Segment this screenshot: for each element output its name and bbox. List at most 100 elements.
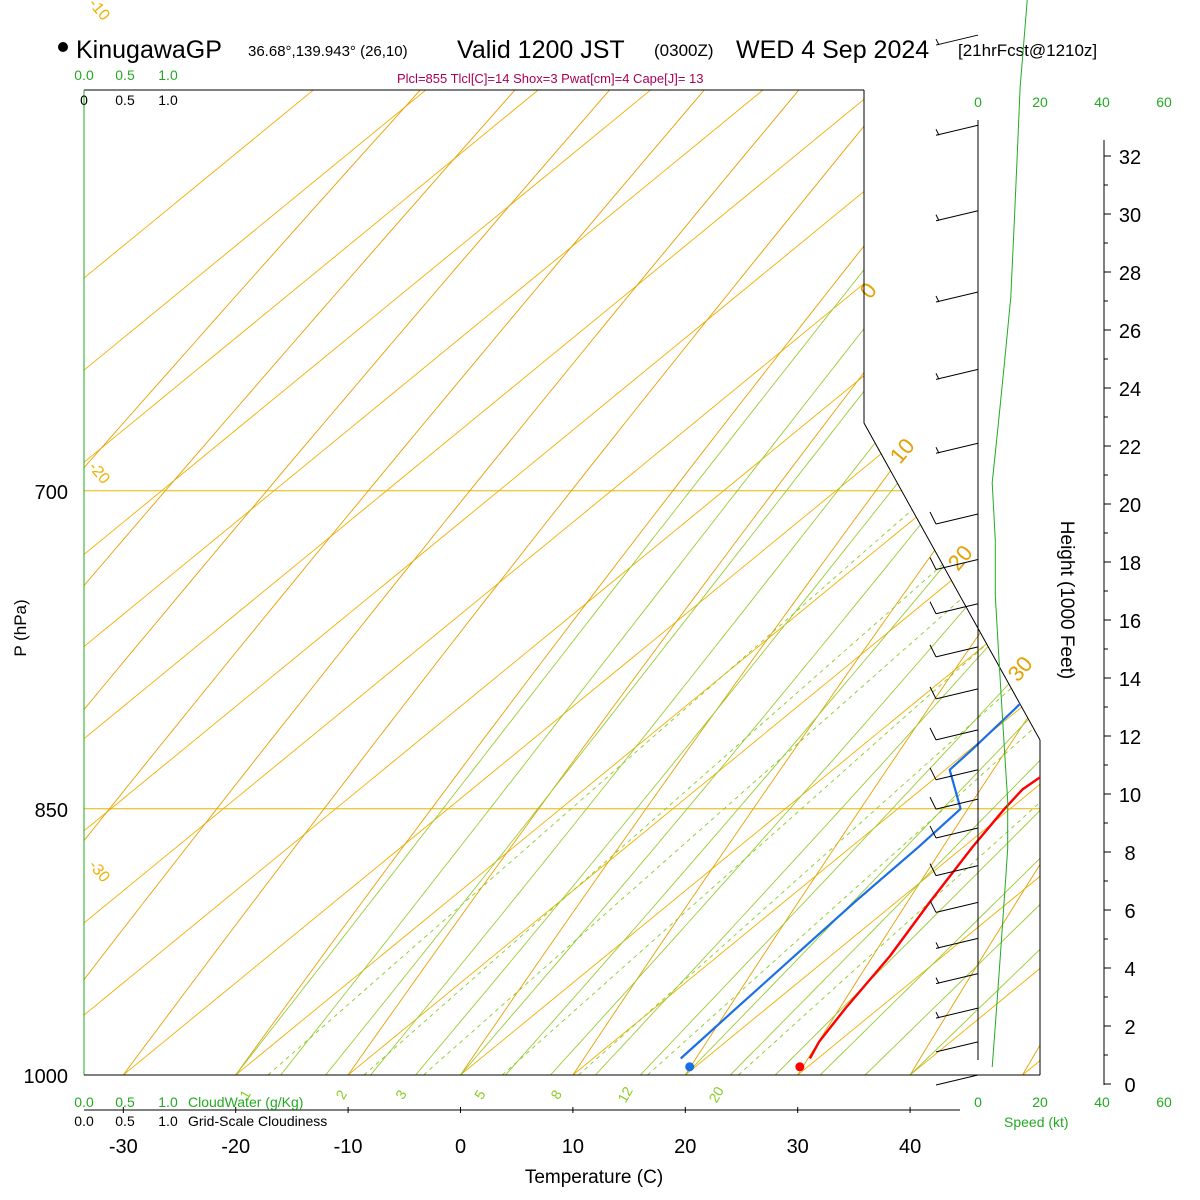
barb-shaft: [935, 646, 979, 658]
moist-adiabat-line: [460, 90, 1040, 1075]
wind-barb: [935, 368, 979, 380]
wind-barb: [935, 124, 979, 136]
wind-barb: [929, 825, 979, 839]
isotherm-line: [84, 90, 1040, 1075]
barb-half-flag: [935, 977, 940, 984]
dry-adiabat-line: [861, 90, 1040, 1075]
wind-barb: [929, 511, 979, 525]
isotherm-line: [84, 90, 1040, 1075]
cloudiness-tick-label: 0.0: [74, 1113, 94, 1129]
x-tick-label: 40: [899, 1136, 921, 1158]
mixing-ratio-label: 2: [332, 1087, 350, 1102]
dry-adiabat-line: [519, 90, 1040, 1075]
isotherm-label: -10: [85, 0, 113, 24]
surface-temperature-point: [795, 1062, 805, 1072]
valid-zulu: (0300Z): [654, 41, 714, 60]
dry-adiabat-line: [1090, 0, 1200, 1155]
isotherm-label: -20: [85, 459, 113, 488]
wind-barb: [929, 601, 979, 615]
barb-shaft: [935, 798, 979, 810]
speed-tick-label: 40: [1094, 94, 1110, 110]
barb-shaft: [935, 513, 979, 525]
cloudiness-tick-label: 1.0: [158, 92, 178, 108]
wind-barb: [929, 686, 979, 700]
speed-tick-label: 40: [1094, 1094, 1110, 1110]
moist-adiabat-line: [774, 90, 1040, 1075]
dry-adiabat-line: [84, 90, 1040, 1075]
moist-adiabat-line: [819, 90, 1040, 1075]
height-tick-label: 16: [1119, 611, 1141, 633]
moist-adiabat-line: [639, 90, 1040, 1075]
barb-flag: [929, 601, 937, 615]
station-dot-icon: [58, 42, 68, 52]
isotherm-line: [587, 90, 1040, 1075]
isotherm-line: [84, 90, 1040, 1075]
height-tick-label: 22: [1119, 437, 1141, 459]
barb-flag: [929, 686, 937, 700]
speed-axis-label: Speed (kt): [1004, 1114, 1069, 1130]
dry-adiabat-line: [84, 90, 1040, 1075]
barb-flag: [929, 644, 937, 658]
dry-adiabat-label: 30: [1003, 651, 1038, 686]
wind-barb: [935, 1074, 979, 1086]
cloud-water-tick-label: 1.0: [158, 1094, 178, 1110]
background-clipped: [84, 0, 1200, 1155]
x-tick-label: -30: [109, 1136, 138, 1158]
height-tick-label: 14: [1119, 669, 1141, 691]
height-tick-label: 20: [1119, 495, 1141, 517]
isotherm-line: [84, 90, 1040, 1075]
height-tick-label: 32: [1119, 147, 1141, 169]
barb-shaft: [935, 368, 979, 380]
dry-adiabat-label: 10: [885, 433, 920, 468]
mixing-ratio-line: [502, 90, 1040, 1075]
wind-barb: [935, 937, 979, 949]
dry-adiabat-line: [84, 90, 1040, 1075]
barb-shaft: [935, 603, 979, 615]
dry-adiabat-line: [84, 90, 1040, 1075]
y-axis-label: P (hPa): [11, 599, 30, 656]
barb-shaft: [935, 442, 979, 454]
height-tick-label: 26: [1119, 321, 1141, 343]
isotherm-line: [84, 90, 1040, 1075]
cloud-water-tick-label: 0.0: [74, 67, 94, 83]
moist-adiabat-line: [415, 90, 1040, 1075]
isotherm-line: [250, 90, 1040, 1075]
barb-shaft: [935, 124, 979, 136]
isotherm-line: [137, 90, 1040, 1075]
cloud-water-tick-label: 0.5: [115, 1094, 135, 1110]
barb-half-flag: [935, 129, 940, 136]
x-tick-label: 30: [787, 1136, 809, 1158]
temperature-line: [808, 90, 1040, 1060]
mixing-ratio-line: [647, 90, 1040, 1075]
height-tick-label: 10: [1119, 785, 1141, 807]
isotherm-line: [84, 90, 1040, 1075]
moist-adiabat-line: [235, 90, 1040, 1075]
barb-shaft: [935, 865, 979, 877]
cloud-water-tick-label: 0.5: [115, 67, 135, 83]
moist-adiabat-line: [550, 90, 1040, 1075]
barb-shaft: [935, 688, 979, 700]
station-name: KinugawaGP: [76, 36, 222, 64]
speed-tick-label: 0: [974, 94, 982, 110]
barb-flag: [929, 557, 937, 570]
wind-barb: [929, 557, 979, 570]
speed-tick-label: 20: [1032, 1094, 1048, 1110]
wind-barb: [929, 796, 979, 810]
forecast-run: [21hrFcst@1210z]: [958, 41, 1097, 60]
pressure-tick-label: 700: [35, 482, 68, 504]
height-tick-label: 18: [1119, 553, 1141, 575]
x-tick-label: -20: [221, 1136, 250, 1158]
cloudiness-tick-label: 1.0: [158, 1113, 178, 1129]
sounding-profiles: [679, 90, 1040, 1072]
barb-shaft: [935, 1007, 979, 1019]
height-tick-label: 6: [1124, 901, 1135, 923]
wind-barb: [935, 1007, 979, 1019]
height-tick-label: 2: [1124, 1017, 1135, 1039]
barb-flag: [929, 900, 937, 913]
isotherm-line: [84, 90, 1040, 1075]
isotherm-line: [475, 90, 1040, 1075]
pressure-tick-label: 850: [35, 800, 68, 822]
mixing-ratio-label: 8: [547, 1087, 565, 1102]
isotherm-line: [362, 90, 1040, 1075]
